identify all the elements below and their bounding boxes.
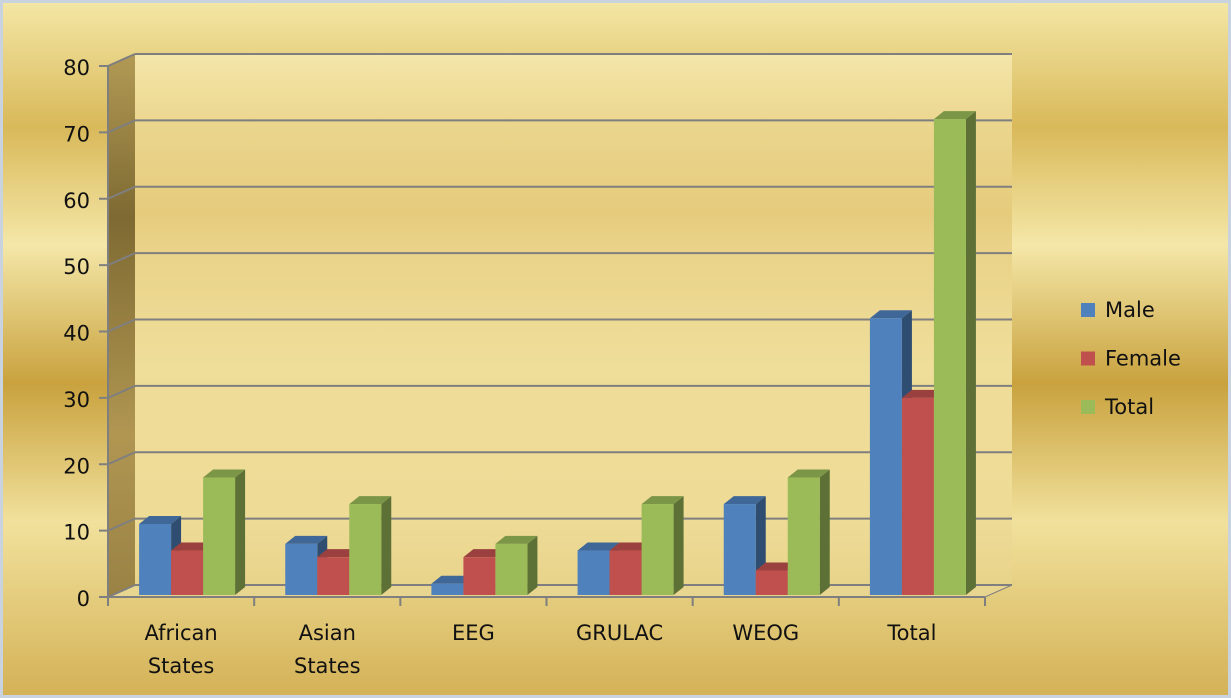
bar-front [203, 477, 236, 595]
x-tick-label: African States [144, 621, 218, 678]
bar-side [381, 496, 392, 595]
plot: 0 10 20 30 40 50 60 70 80 Male Female Total [63, 53, 1181, 611]
bar-top [285, 535, 328, 544]
grid-line-side [107, 53, 136, 67]
y-tick-label: 10 [63, 521, 90, 545]
legend-label: Female [1105, 347, 1181, 371]
bar-top [901, 389, 944, 398]
bar [787, 469, 830, 595]
bar-front [933, 119, 966, 595]
bar-side [673, 496, 684, 595]
bar-top [787, 469, 830, 478]
y-tick-label: 50 [63, 255, 90, 279]
bar-top [577, 542, 620, 551]
y-tick-label: 40 [63, 322, 90, 346]
y-tick-label: 0 [77, 587, 90, 611]
bar-top [609, 542, 652, 551]
y-tick-label: 80 [63, 56, 90, 80]
legend-swatch [1081, 303, 1095, 317]
legend-label: Total [1104, 395, 1154, 419]
bar-front [641, 504, 674, 595]
y-tick-label: 60 [63, 189, 90, 213]
bar-front [787, 477, 820, 595]
bar-side [235, 469, 246, 595]
bar [203, 469, 246, 595]
x-tick-label: WEOG [732, 621, 800, 645]
bar-front [349, 504, 382, 595]
bar-front [723, 504, 756, 595]
bar-top [139, 515, 182, 524]
grid-line-side [107, 584, 136, 598]
bar [349, 496, 392, 595]
bar-front [317, 557, 350, 595]
bar-front [609, 550, 642, 595]
bar-top [171, 542, 214, 551]
bar [641, 496, 684, 595]
bar-front [755, 570, 788, 595]
x-tick-label: GRULAC [576, 621, 664, 645]
x-tick-label: EEG [452, 621, 495, 645]
grid-line-side [107, 185, 136, 200]
x-tick-label: Asian States [293, 621, 361, 678]
legend-label: Male [1105, 298, 1155, 322]
grid-line-side [107, 517, 136, 532]
y-tick-label: 20 [63, 454, 90, 478]
bar-top [869, 310, 912, 319]
bar-top [495, 535, 538, 544]
bar-front [171, 550, 204, 595]
legend-swatch [1081, 400, 1095, 414]
bar-top [431, 575, 474, 584]
bar-front [869, 318, 902, 595]
bar-side [527, 535, 538, 595]
bar-top [463, 549, 506, 558]
bar-top [641, 496, 684, 505]
y-tick-label: 30 [63, 388, 90, 412]
bar-front [463, 557, 496, 595]
bar-side [965, 111, 976, 595]
y-tick-label: 70 [63, 122, 90, 146]
grid-line-side [107, 318, 136, 333]
bar-top [723, 496, 766, 505]
bar-front [495, 543, 528, 595]
bar-front [577, 550, 610, 595]
bar-front [285, 543, 318, 595]
bar-top [317, 549, 360, 558]
bar-front [431, 583, 464, 595]
grid-line-side [107, 451, 136, 466]
bar-top [203, 469, 246, 478]
bar-top [755, 562, 798, 571]
grid-line-side [107, 384, 136, 399]
legend-swatch [1081, 351, 1095, 366]
grid-line-side [107, 252, 136, 267]
bar-front [139, 523, 172, 595]
grid-line-side [107, 119, 136, 134]
bar-top [349, 496, 392, 505]
bar [495, 535, 538, 595]
x-tick-label: Total [887, 621, 937, 645]
bar-top [933, 111, 976, 120]
bar [933, 111, 976, 595]
bar-front [901, 397, 934, 595]
bar-side [819, 469, 830, 595]
